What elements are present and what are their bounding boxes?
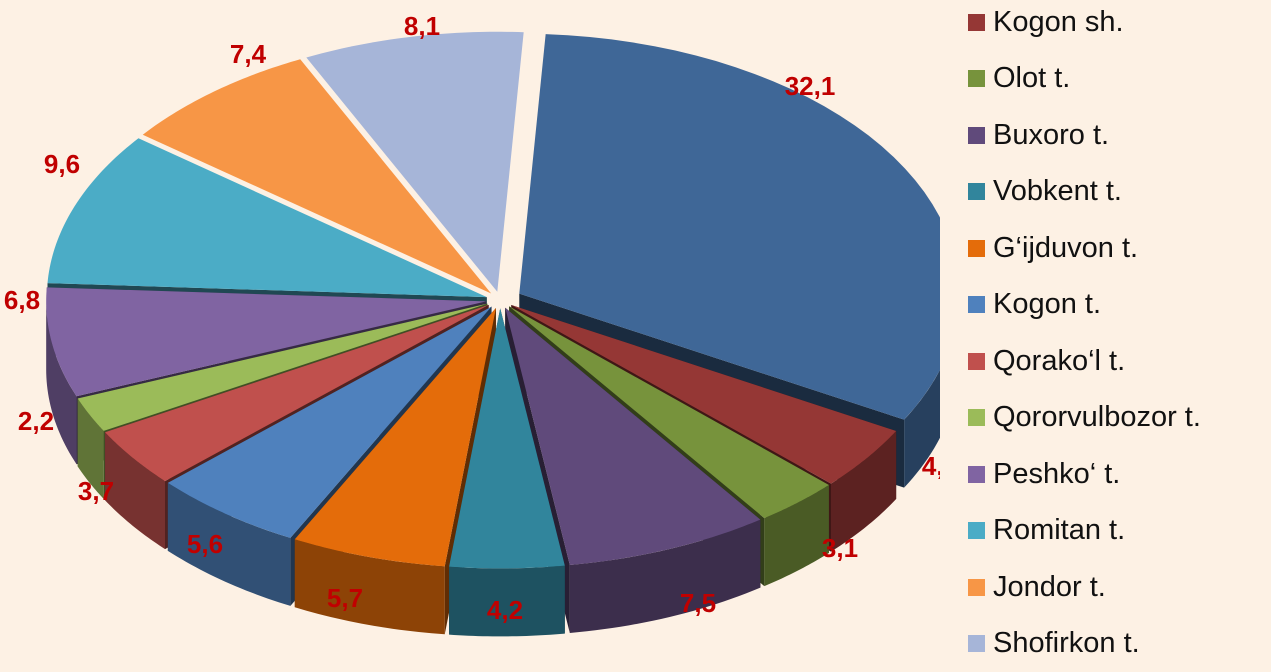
- data-label: 7,4: [230, 39, 267, 69]
- legend-swatch: [968, 240, 985, 257]
- data-label: 3,7: [78, 476, 114, 506]
- legend-swatch: [968, 635, 985, 652]
- legend-label: Jondor t.: [993, 571, 1106, 604]
- legend-item: Vobkent t.: [968, 164, 1271, 221]
- data-label: 9,6: [44, 149, 80, 179]
- legend-item: Shofirkon t.: [968, 616, 1271, 672]
- legend-label: Olot t.: [993, 62, 1070, 95]
- legend-item: G‘ijduvon t.: [968, 220, 1271, 277]
- legend-label: Qororvulbozor t.: [993, 401, 1201, 434]
- data-label: 6,8: [4, 285, 40, 315]
- legend-label: G‘ijduvon t.: [993, 232, 1138, 265]
- legend-item: Buxoro t.: [968, 107, 1271, 164]
- legend-swatch: [968, 579, 985, 596]
- data-label: 3,1: [822, 533, 858, 563]
- legend-label: Kogon sh.: [993, 6, 1124, 39]
- data-label: 4,0: [922, 451, 940, 481]
- chart-area: 32,1 4,0 3,1 7,5 4,2 5,7 5,6 3,7 2,2 6,8 9,6 7,4 8,1…: [0, 0, 1271, 656]
- legend-swatch: [968, 409, 985, 426]
- legend-label: Vobkent t.: [993, 175, 1122, 208]
- legend-item: Qororvulbozor t.: [968, 390, 1271, 447]
- data-label: 8,1: [404, 11, 440, 41]
- pie-chart: 32,1 4,0 3,1 7,5 4,2 5,7 5,6 3,7 2,2 6,8 9,6 7,4 8,1: [0, 0, 940, 656]
- legend-label: Peshko‘ t.: [993, 458, 1120, 491]
- legend: Kogon sh. Olot t. Buxoro t. Vobkent t. G‘ijd…: [968, 0, 1271, 672]
- legend-item: Qorako‘l t.: [968, 333, 1271, 390]
- legend-item: Kogon t.: [968, 277, 1271, 334]
- legend-swatch: [968, 522, 985, 539]
- data-label: 7,5: [680, 588, 716, 618]
- legend-swatch: [968, 183, 985, 200]
- legend-swatch: [968, 296, 985, 313]
- legend-label: Buxoro t.: [993, 119, 1109, 152]
- legend-item: Olot t.: [968, 51, 1271, 108]
- legend-label: Kogon t.: [993, 288, 1101, 321]
- data-label: 32,1: [785, 71, 836, 101]
- data-label: 4,2: [487, 595, 523, 625]
- legend-label: Shofirkon t.: [993, 627, 1140, 660]
- legend-label: Qorako‘l t.: [993, 345, 1125, 378]
- data-label: 5,6: [187, 529, 223, 559]
- data-label: 5,7: [327, 583, 363, 613]
- legend-item: Kogon sh.: [968, 0, 1271, 51]
- legend-swatch: [968, 127, 985, 144]
- legend-swatch: [968, 466, 985, 483]
- legend-label: Romitan t.: [993, 514, 1125, 547]
- data-label: 2,2: [18, 406, 54, 436]
- legend-item: Romitan t.: [968, 503, 1271, 560]
- legend-swatch: [968, 353, 985, 370]
- legend-swatch: [968, 70, 985, 87]
- legend-item: Jondor t.: [968, 559, 1271, 616]
- legend-item: Peshko‘ t.: [968, 446, 1271, 503]
- legend-swatch: [968, 14, 985, 31]
